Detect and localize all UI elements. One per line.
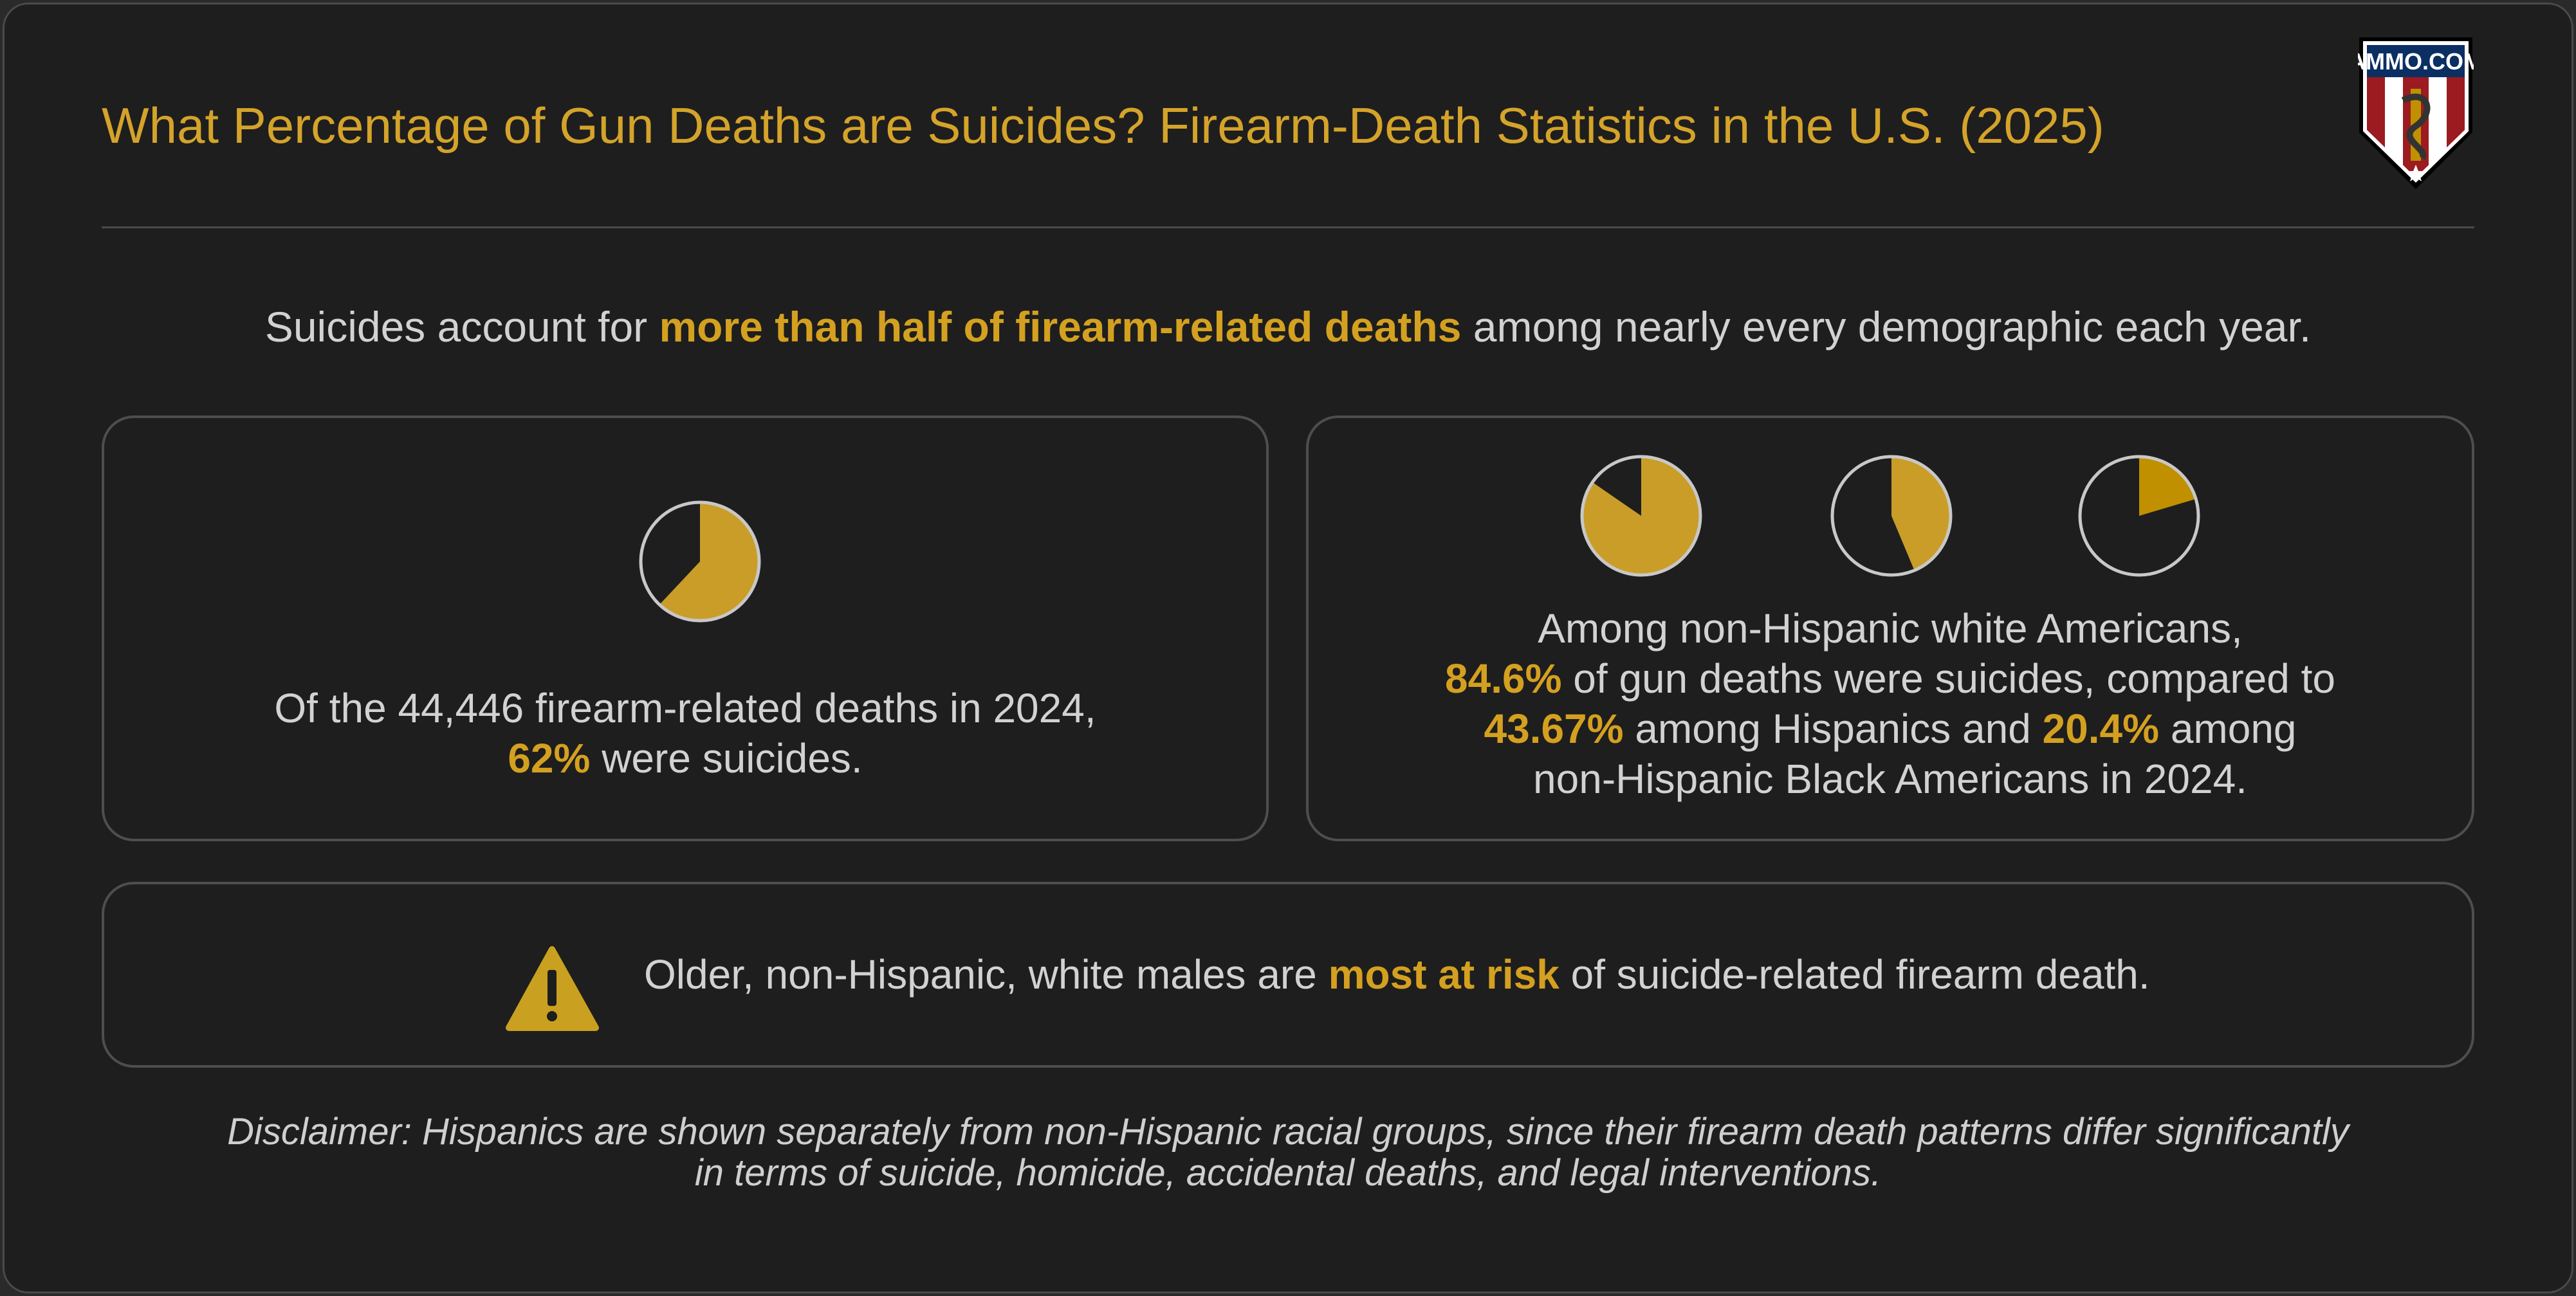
demographic-stat-panel	[1306, 415, 2474, 841]
overall-line-2-text: were suicides.	[590, 735, 863, 781]
disclaimer-line-2: in terms of suicide, homicide, accidenta…	[694, 1152, 1882, 1194]
black-percent: 20.4%	[2042, 706, 2160, 752]
subtitle: Suicides account for more than half of f…	[0, 302, 2576, 351]
demo-line-3-end: among	[2159, 706, 2297, 752]
demo-line-3: 43.67% among Hispanics and 20.4% among	[1306, 704, 2474, 754]
page-title: What Percentage of Gun Deaths are Suicid…	[102, 97, 2104, 154]
demographic-stat-text: Among non-Hispanic white Americans, 84.6…	[1306, 603, 2474, 804]
pie-outline	[2078, 455, 2200, 577]
disclaimer-line-1: Disclaimer: Hispanics are shown separate…	[227, 1111, 2349, 1153]
overall-line-2: 62% were suicides.	[102, 733, 1269, 783]
infographic-card	[3, 3, 2573, 1293]
pie-outline	[1830, 455, 1953, 577]
white-percent: 84.6%	[1445, 655, 1562, 702]
warning-icon	[506, 946, 599, 1031]
pie-slice-suicides	[1582, 457, 1700, 575]
risk-text: Older, non-Hispanic, white males are mos…	[644, 951, 2150, 998]
pie-slice-suicides	[1891, 457, 1951, 570]
pie-slice-suicides	[659, 502, 759, 621]
risk-panel	[102, 882, 2474, 1068]
overall-stat-panel	[102, 415, 1269, 841]
subtitle-text: Suicides account for	[264, 303, 659, 351]
pie-outline	[639, 500, 761, 623]
svg-text:AMMO.COM: AMMO.COM	[2358, 48, 2474, 75]
risk-highlight: most at risk	[1328, 951, 1559, 998]
overall-line-1: Of the 44,446 firearm-related deaths in …	[274, 685, 1096, 731]
overall-percent: 62%	[508, 735, 591, 781]
header-divider	[102, 226, 2474, 228]
pie-chart-overall	[639, 500, 761, 623]
pie-chart-white	[1580, 455, 1702, 577]
risk-text-start: Older, non-Hispanic, white males are	[644, 951, 1329, 998]
demo-line-2-text: of gun deaths were suicides, compared to	[1561, 655, 2335, 702]
pie-chart-hispanic	[1830, 455, 1953, 577]
risk-text-end: of suicide-related firearm death.	[1559, 951, 2150, 998]
pie-outline	[1580, 455, 1702, 577]
demo-line-3-mid: among Hispanics and	[1623, 706, 2043, 752]
demo-line-1: Among non-Hispanic white Americans,	[1538, 605, 2243, 652]
subtitle-text-end: among nearly every demographic each year…	[1461, 303, 2312, 351]
disclaimer: Disclaimer: Hispanics are shown separate…	[0, 1111, 2576, 1194]
demo-line-2: 84.6% of gun deaths were suicides, compa…	[1306, 653, 2474, 704]
hispanic-percent: 43.67%	[1484, 706, 1624, 752]
demo-line-4: non-Hispanic Black Americans in 2024.	[1533, 756, 2247, 802]
pie-chart-black	[2078, 455, 2200, 577]
overall-stat-text: Of the 44,446 firearm-related deaths in …	[102, 683, 1269, 783]
pie-slice-suicides	[2139, 457, 2196, 516]
ammo-com-logo: AMMO.COM	[2358, 37, 2474, 189]
subtitle-highlight: more than half of firearm-related deaths	[659, 303, 1462, 351]
